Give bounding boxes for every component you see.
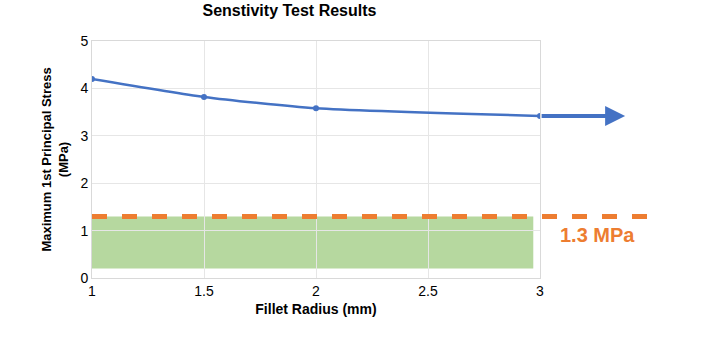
svg-text:3: 3 (80, 128, 88, 144)
svg-text:5: 5 (80, 33, 88, 49)
svg-text:3: 3 (536, 283, 544, 299)
svg-text:Fillet Radius (mm): Fillet Radius (mm) (255, 301, 376, 317)
svg-text:1.3 MPa: 1.3 MPa (560, 224, 635, 246)
svg-text:4: 4 (80, 80, 88, 96)
svg-text:1.5: 1.5 (194, 283, 214, 299)
svg-text:Maximum 1st Principal Stress(M: Maximum 1st Principal Stress(MPa) (39, 67, 71, 251)
svg-text:2.5: 2.5 (418, 283, 438, 299)
svg-text:2: 2 (80, 175, 88, 191)
svg-text:1: 1 (80, 223, 88, 239)
svg-text:0: 0 (80, 270, 88, 286)
svg-text:1: 1 (88, 283, 96, 299)
svg-text:Senstivity Test Results: Senstivity Test Results (202, 2, 376, 19)
svg-text:2: 2 (312, 283, 320, 299)
